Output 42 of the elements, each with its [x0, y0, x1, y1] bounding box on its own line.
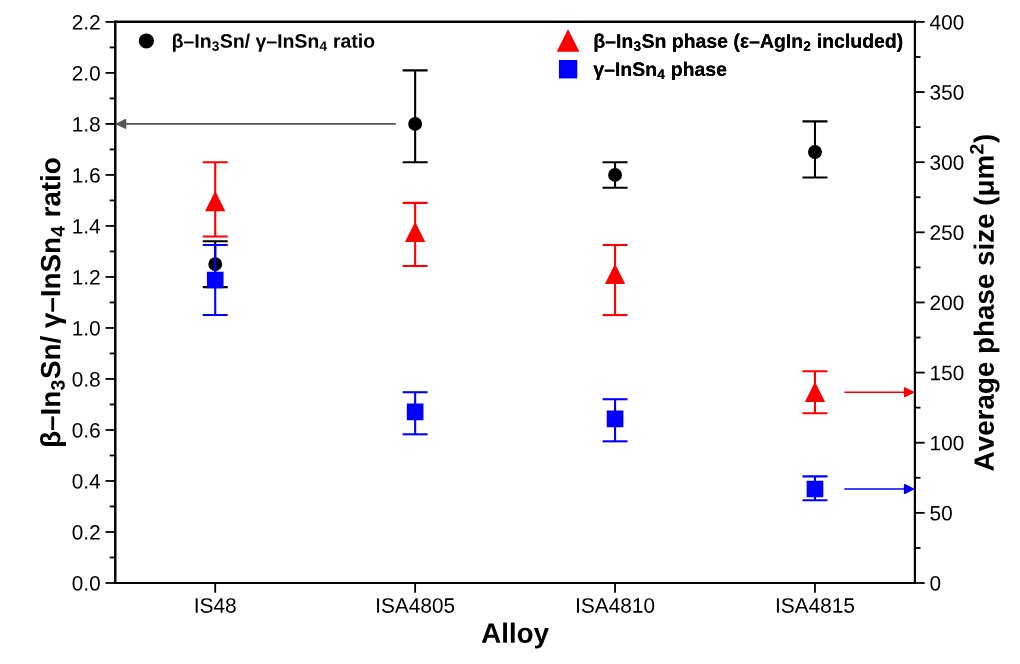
point: [608, 167, 623, 182]
point: [406, 403, 424, 421]
y-tick-label: 1.4: [73, 219, 101, 234]
point: [808, 145, 822, 159]
y2-tick-label: 200: [930, 295, 964, 311]
x-tick-label: IS48: [195, 598, 236, 613]
y-tick-label: 0.6: [72, 422, 100, 438]
point: [605, 264, 625, 285]
y-tick-label: 1.6: [73, 167, 100, 183]
y-tick-label: 0.8: [72, 371, 100, 387]
y-tick-label: 1.0: [73, 320, 100, 336]
y2-tick-label: 250: [930, 225, 964, 241]
y2-tick-label: 0: [930, 575, 941, 591]
x-tick-label: ISA4810: [577, 598, 655, 613]
y-tick-label: 0.4: [72, 473, 101, 489]
legend-label: β–In$_{3}$Sn/ γ–InSn$_{4}$ ratio: [173, 33, 375, 52]
y2-tick-label: 50: [930, 505, 952, 521]
y2-axis-title: Average phase size (μm$^{2}$): [969, 135, 1000, 471]
y-tick-label: 1.2: [73, 269, 100, 285]
point: [206, 271, 224, 289]
y-tick-label: 2.0: [72, 65, 100, 81]
point: [205, 191, 225, 212]
legend-label: β–In$_{3}$Sn phase (ε–AgIn$_{2}$ included): [594, 33, 903, 52]
x-tick-label: ISA4805: [377, 598, 455, 613]
y-tick-label: 2.2: [72, 14, 100, 30]
point: [805, 382, 825, 402]
x-tick-label: ISA4815: [776, 598, 855, 613]
y-tick-label: 1.8: [73, 116, 100, 132]
y2-tick-label: 400: [930, 14, 964, 30]
point: [405, 222, 425, 243]
y2-tick-label: 150: [931, 365, 964, 381]
y2-tick-label: 350: [930, 85, 964, 100]
y2-tick-label: 100: [931, 435, 964, 451]
point: [408, 116, 423, 131]
y-axis-title: β–In$_{3}$Sn/ γ–InSn$_{4}$ ratio: [40, 158, 66, 446]
point: [806, 480, 824, 498]
legend-label: γ–InSn$_{4}$ phase: [593, 61, 727, 80]
x-axis-title: Alloy: [481, 622, 549, 649]
y-tick-label: 0.2: [72, 524, 100, 540]
y2-tick-label: 300: [930, 155, 964, 170]
y-tick-label: 0.0: [72, 575, 100, 591]
point: [606, 410, 624, 428]
